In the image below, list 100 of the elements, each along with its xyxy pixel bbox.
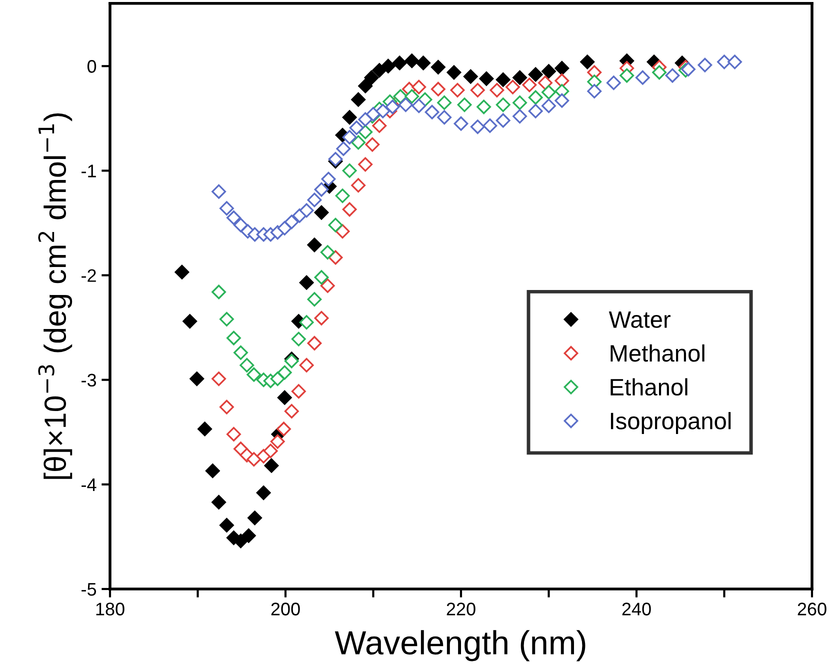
- point: [342, 163, 357, 178]
- x-axis-title: Wavelength (nm): [334, 630, 586, 662]
- point: [554, 93, 570, 108]
- point: [404, 54, 420, 68]
- point: [437, 110, 452, 125]
- point: [299, 315, 314, 330]
- y-tick-label: -5: [82, 583, 96, 596]
- point: [336, 142, 351, 156]
- point: [437, 95, 452, 110]
- point: [424, 104, 440, 120]
- point: [212, 284, 226, 300]
- point: [506, 80, 520, 94]
- point: [256, 486, 271, 500]
- point: [454, 116, 468, 131]
- y-tick-label: -3: [82, 374, 96, 387]
- point: [328, 250, 343, 265]
- point: [307, 336, 322, 350]
- point: [241, 528, 256, 543]
- point: [320, 278, 335, 293]
- point: [335, 188, 350, 203]
- point: [457, 98, 472, 112]
- point: [307, 192, 322, 208]
- point: [463, 69, 478, 84]
- point: [528, 67, 543, 82]
- point: [219, 201, 234, 216]
- point: [219, 400, 234, 414]
- point: [263, 444, 278, 458]
- y-tick-label: -4: [82, 478, 96, 491]
- point: [248, 510, 262, 526]
- point: [580, 54, 595, 70]
- point: [412, 80, 426, 94]
- point: [482, 118, 498, 133]
- point: [450, 82, 465, 98]
- point: [182, 314, 198, 328]
- point: [385, 100, 400, 114]
- point: [728, 54, 742, 70]
- point: [307, 292, 322, 307]
- point: [416, 56, 430, 70]
- x-tick-label: 240: [622, 602, 651, 616]
- point: [476, 100, 492, 114]
- point: [470, 120, 485, 134]
- legend-label: Water: [608, 311, 670, 328]
- point: [246, 452, 262, 467]
- point: [404, 89, 420, 104]
- point: [470, 82, 485, 98]
- point: [538, 76, 552, 90]
- point: [490, 82, 504, 98]
- point: [698, 58, 712, 72]
- point: [307, 238, 322, 252]
- point: [276, 422, 291, 436]
- point: [398, 98, 413, 112]
- point: [321, 172, 336, 186]
- y-tick-label: -1: [82, 164, 96, 178]
- point: [496, 113, 510, 128]
- point: [376, 104, 390, 118]
- point: [392, 56, 407, 70]
- point: [620, 68, 634, 83]
- point: [198, 422, 212, 436]
- point: [681, 62, 696, 76]
- point: [380, 58, 396, 74]
- point: [219, 312, 234, 326]
- point: [314, 270, 329, 285]
- point: [314, 205, 329, 220]
- point: [512, 95, 528, 110]
- point: [314, 182, 329, 197]
- point: [528, 104, 543, 118]
- point: [270, 434, 285, 449]
- point: [314, 310, 329, 326]
- point: [277, 220, 292, 236]
- point: [226, 210, 241, 225]
- point: [212, 184, 226, 199]
- x-tick-label: 260: [798, 602, 826, 616]
- point: [351, 135, 366, 150]
- point: [320, 245, 335, 260]
- point: [351, 92, 366, 107]
- point: [606, 76, 621, 90]
- point: [652, 65, 667, 80]
- point: [554, 74, 570, 88]
- point: [412, 98, 426, 114]
- legend-label: Methanol: [610, 344, 704, 362]
- point: [284, 404, 299, 418]
- point: [219, 518, 234, 532]
- point: [212, 372, 226, 386]
- point: [522, 78, 537, 92]
- point: [496, 98, 510, 112]
- point: [174, 264, 190, 280]
- point: [542, 64, 556, 79]
- point: [212, 494, 226, 510]
- point: [446, 65, 462, 80]
- point: [234, 345, 248, 360]
- point: [349, 120, 364, 136]
- point: [554, 60, 570, 76]
- x-tick-label: 200: [271, 602, 300, 616]
- point: [226, 427, 241, 442]
- point: [430, 60, 446, 74]
- point: [364, 70, 379, 85]
- point: [512, 70, 528, 85]
- point: [190, 372, 204, 386]
- point: [226, 330, 241, 346]
- point: [366, 106, 380, 122]
